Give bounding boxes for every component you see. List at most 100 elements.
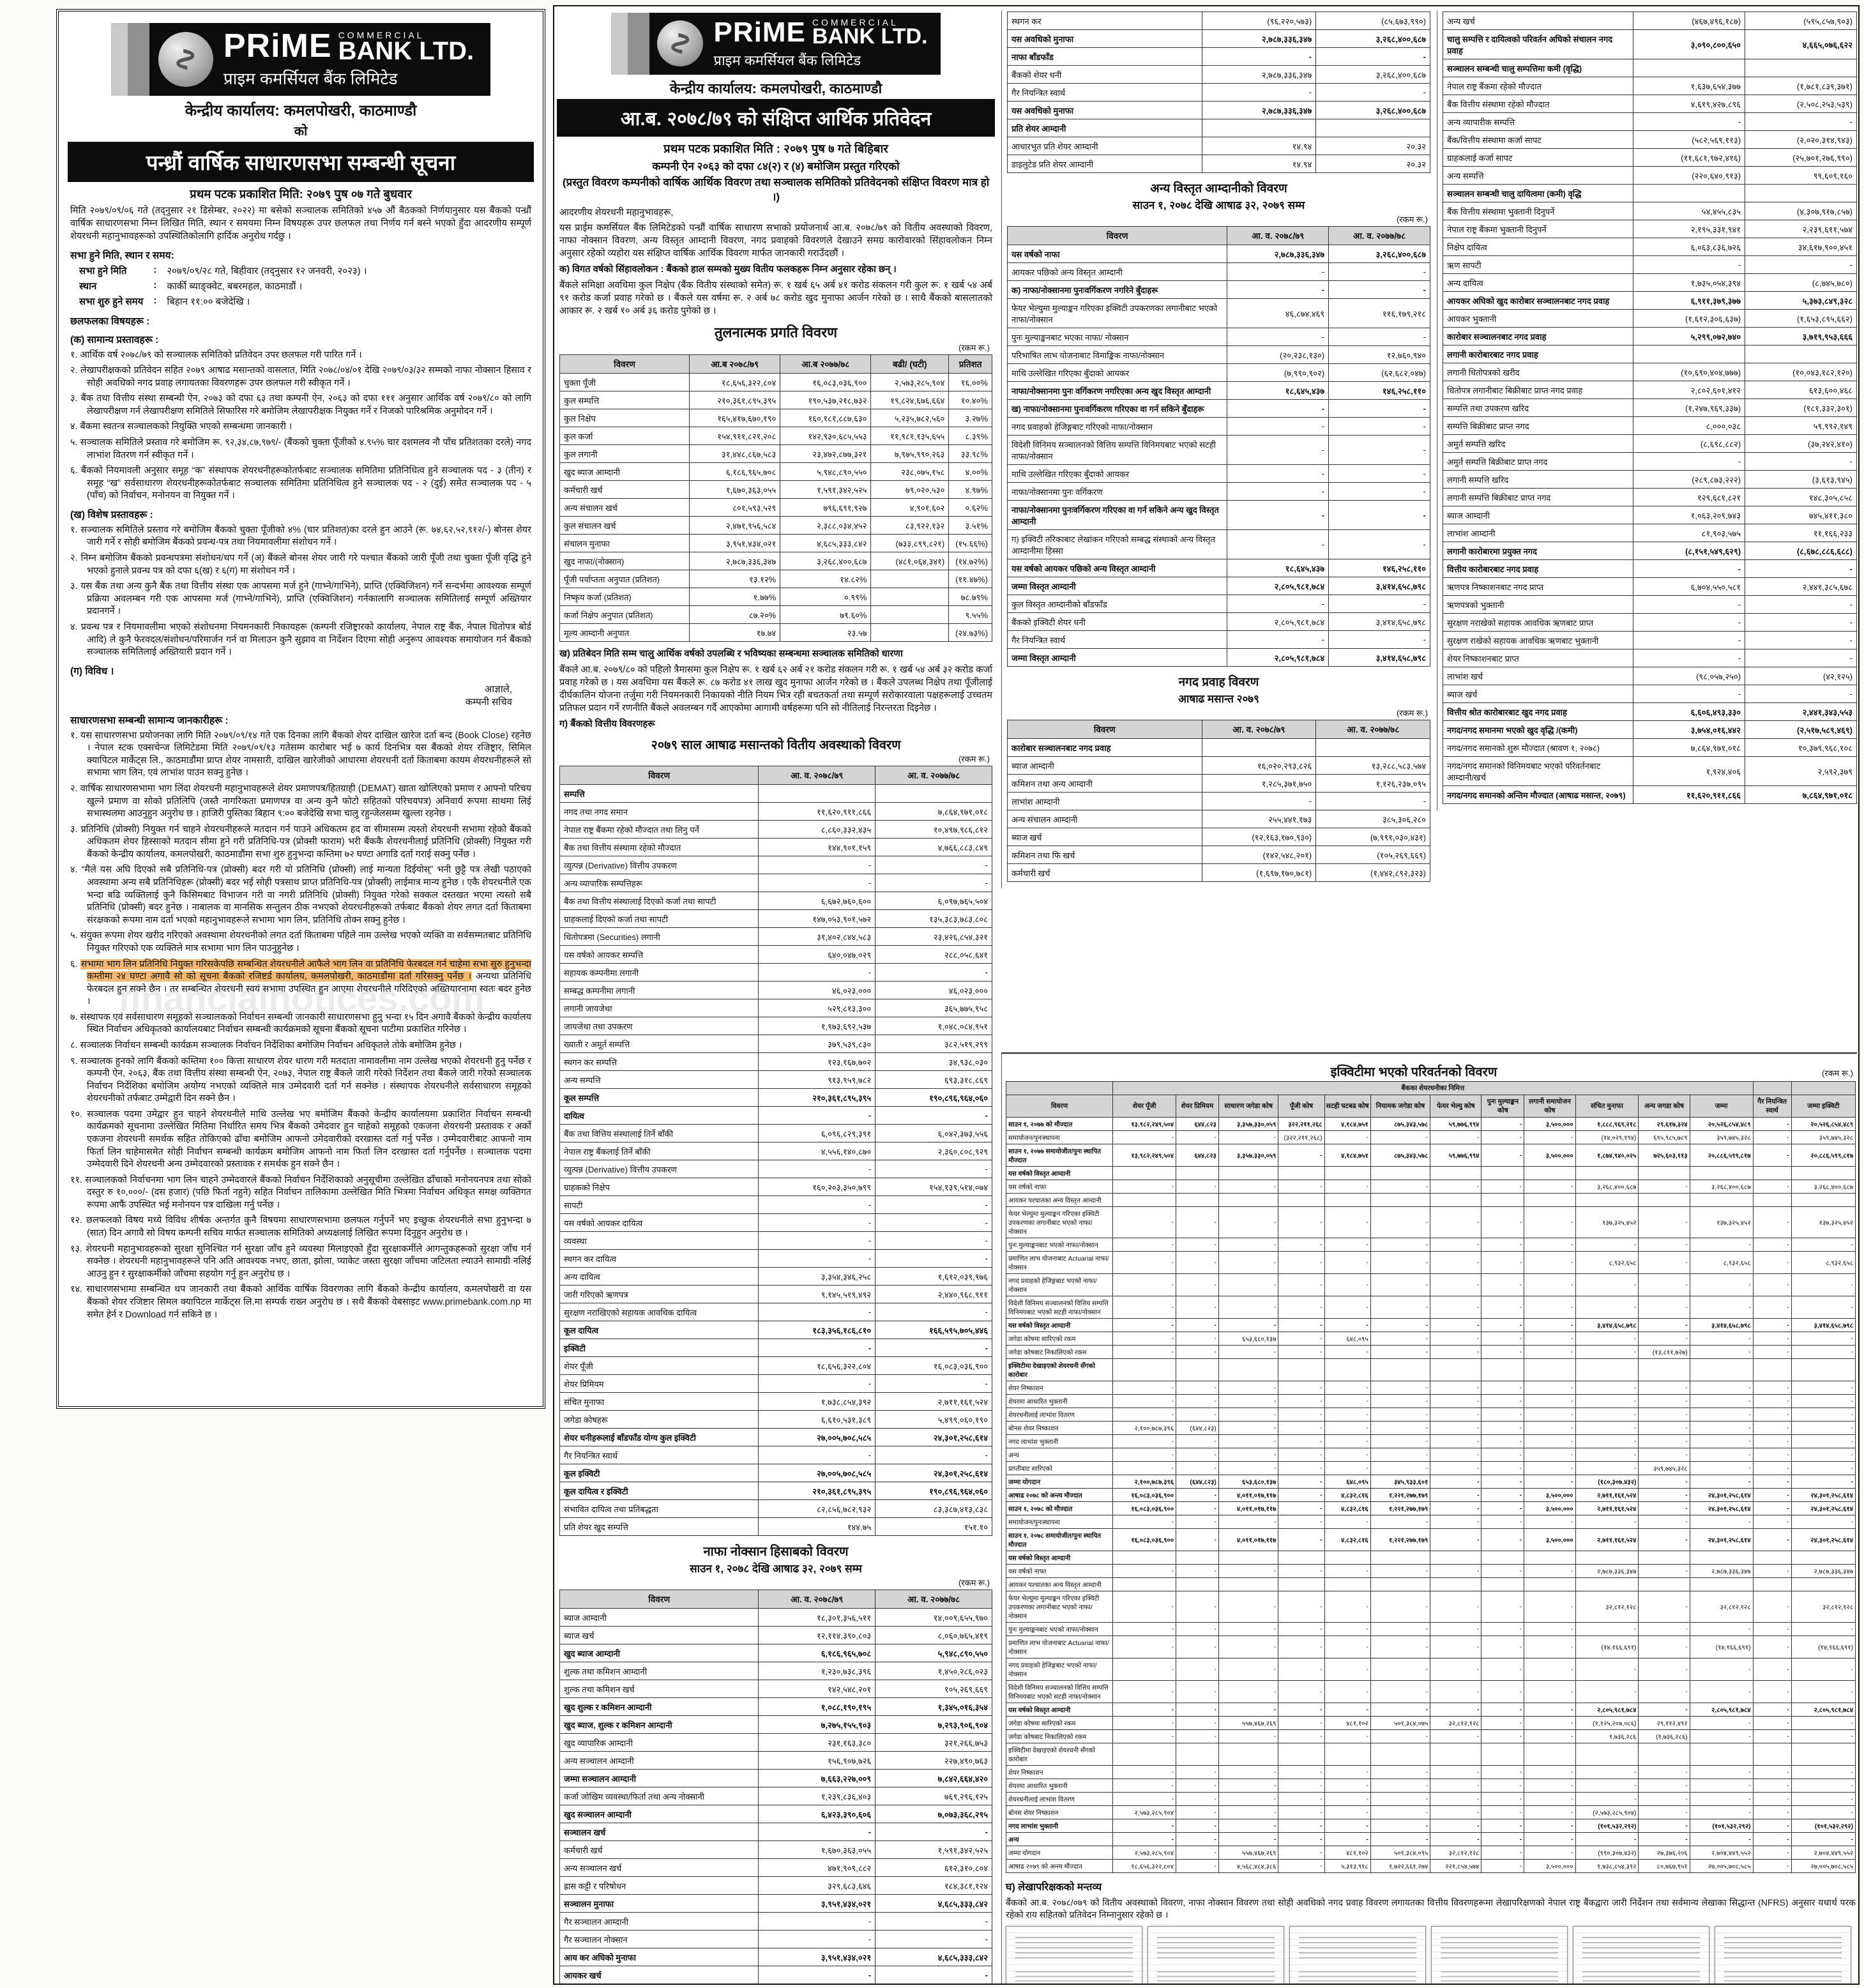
table-row: कुल विस्तृत आम्दानीको बाँडफाँड - - — [1006, 595, 1430, 613]
table-cell: १४४.७५ — [758, 1517, 876, 1537]
table-cell: - — [1633, 613, 1746, 632]
agenda-heading: छलफलका विषयहरू : — [70, 315, 150, 327]
table-cell: (२४.७३%) — [948, 623, 992, 642]
table-cell: यस वर्षको नाफा — [1006, 245, 1228, 263]
table-cell: ६,४२३,३९०,६०६ — [758, 1805, 876, 1824]
table-cell: - — [1278, 1461, 1325, 1475]
list-item: ४. “मैले यस अघि दिएको सबै प्रतिनिधि-पत्र… — [70, 865, 531, 925]
table-cell: लगानी कारोबारमा प्रयुक्त नगद — [1442, 542, 1634, 560]
table-cell: २७,००५,७०८,५८५ — [1689, 1859, 1754, 1873]
list-item: ११. सञ्चालकको निर्वाचनमा भाग लिन चाहने उ… — [70, 1174, 531, 1210]
table-cell: - — [1524, 1180, 1576, 1194]
table-cell: २,७८७,३३६,३४७ — [689, 552, 781, 571]
table-cell: - — [1430, 1130, 1482, 1144]
table-cell: २९,११२,४९२ — [1638, 1716, 1690, 1730]
table-cell: २२१,८५४,५७४ — [1430, 1859, 1482, 1873]
table-cell: (१,४४२,८९२,३२३) — [1315, 863, 1430, 882]
general-info-heading: साधारणसभा सम्बन्धी सामान्य जानकारीहरू : — [70, 715, 229, 726]
table-row: अन्य सञ्चालन आम्दानी १५६,९०७,७२६ २२७,४९०,७… — [559, 1751, 992, 1770]
table-cell: - — [1481, 1381, 1525, 1395]
table-cell: - — [1745, 613, 1857, 632]
table-cell — [1218, 1166, 1279, 1180]
table-row: व्युत्पन्न (Derivative) वित्तीय उपकरण - - — [559, 856, 992, 875]
oci-subtitle: साउन १, २०७८ देखि आषाढ ३२, २०७९ सम्म — [1132, 199, 1305, 211]
table-cell: व्युत्पन्न (Derivative) वित्तीय उपकरण — [559, 856, 759, 875]
table-cell: ३,७५४,०१६,४४२ — [1633, 720, 1746, 739]
table-cell: १३.१२% — [689, 570, 781, 589]
table-cell: २४,३०१,२५८,६१४ — [1689, 1488, 1754, 1502]
table-cell: अन्य व्यापारिक सम्पत्तिहरू — [559, 874, 759, 893]
table-cell: १२९,६८१,८२१ — [1633, 488, 1746, 506]
table-cell: - — [1430, 1408, 1482, 1422]
table-cell: - — [1227, 417, 1330, 436]
table-row: शेयर पूँजी १८,६५६,३२२,८०४ १६,०८३,०३६,९०० — [559, 1356, 992, 1376]
table-cell: - — [1278, 1251, 1325, 1274]
table-cell: पुनः मुल्याङ्कनबाट भएका नाफा/ नोक्सान — [1006, 328, 1228, 346]
table-cell: २७,००५,७०८,५८५ — [1791, 1859, 1856, 1873]
table-cell: - — [1752, 1805, 1792, 1819]
table-cell: शेयर धनीहरूलाई बाँडफाँड योग्य कुल इक्विट… — [559, 1428, 759, 1447]
table-row: सम्पत्ति तथा उपकरण खरिद (१,२४७,९६९,३३७) (१… — [1442, 398, 1857, 417]
table-cell: साउन १, २०७८ को मौज्दात — [1005, 1501, 1114, 1515]
table-cell: ३१,४०२,८४४,५८३ — [758, 927, 876, 946]
table-cell — [1324, 1166, 1371, 1180]
list-item: १०. सञ्चालक पदमा उमेद्वार हुन चाहने शेयर… — [70, 1109, 531, 1170]
table-cell: - — [1218, 1635, 1279, 1658]
table-cell: २,५७३,२८५,९०४ — [1112, 1846, 1176, 1860]
table-row: शेयरमा आधारित भुक्तानी - - - - - - - - - - - - - - — [1005, 1779, 1856, 1793]
table-cell: (८,६९८,८८२) — [1633, 434, 1746, 453]
table-cell — [1633, 345, 1746, 363]
table-cell: - — [1176, 1238, 1219, 1252]
table-cell: - — [1324, 1792, 1371, 1806]
table-cell: - — [1638, 1501, 1690, 1515]
table-cell — [1430, 1551, 1482, 1565]
table-cell: कुल विस्तृत आम्दानीको बाँडफाँड — [1006, 595, 1228, 613]
table-cell: - — [1324, 1779, 1371, 1793]
table-row: आयकर पश्चातका अन्य विस्तृत आम्दानी — [1005, 1193, 1856, 1207]
table-cell: - — [758, 1823, 876, 1842]
table-cell: १४२,९३०,६८५,५५३ — [780, 427, 872, 446]
table-cell — [1278, 1743, 1325, 1766]
table-cell: १५६,९०७,७२६ — [758, 1751, 876, 1770]
table-cell: ५,४९९,०६०,१९० — [875, 1410, 992, 1429]
table-cell: - — [1324, 1635, 1371, 1658]
table-cell: - — [1481, 1180, 1525, 1194]
table-cell: साउन १, २०७७ समायोजीत/पुनः स्थापित मौज्द… — [1005, 1144, 1114, 1167]
table-row: कुल सम्पत्ति २१०,३६१,८९५,३९५ १९०,५३७,२१८,७… — [559, 391, 992, 410]
table-cell: - — [1278, 1332, 1325, 1346]
table-row: बोनस शेयर निष्काशन २,१००,७८७,३९६ (६४४,८२३)… — [1005, 1421, 1856, 1435]
table-cell: इक्विटी — [559, 1339, 759, 1358]
table-cell: - — [1278, 1680, 1325, 1703]
table-cell: - — [1176, 1501, 1219, 1515]
table-cell: १६,०८३,०३६,९०० — [1112, 1488, 1176, 1502]
table-row: कूल दायित्व १८३,३५६,१८६,८१० १६६,५९५,७०५,४४… — [559, 1321, 992, 1340]
table-cell: - — [1481, 1394, 1525, 1408]
table-cell: ६,०९७,७६५,५०४ — [875, 892, 992, 911]
table-cell: शेयर प्रिमियम — [559, 1374, 759, 1393]
table-row: ख) नाफा/नोक्सानमा पुनःवर्गिकरण गरिएका वा… — [1006, 399, 1430, 418]
table-cell: ३,२६८,४००,६८७ — [1315, 65, 1430, 84]
table-cell: (९९०,३०७,४३२) — [1575, 1846, 1639, 1860]
table-cell: - — [1752, 1408, 1792, 1422]
table-cell: ३,५००,००० — [1524, 1859, 1576, 1873]
table-cell — [1278, 1166, 1325, 1180]
table-cell — [870, 623, 950, 642]
table-cell: (१५.६६%) — [948, 534, 992, 553]
table-cell: (४८१,०६४,३४१) — [870, 552, 950, 571]
table-cell: - — [1176, 1296, 1219, 1319]
table-cell — [1575, 1166, 1639, 1180]
table-cell: डाइलुटेड प्रति शेयर आम्दानी — [1007, 155, 1202, 173]
table-cell: - — [1689, 1792, 1754, 1806]
table-cell: - — [1430, 1381, 1482, 1395]
table-cell: (८,१५१,५४९,६२९) — [1633, 542, 1746, 560]
table-cell: - — [1689, 1680, 1754, 1703]
table-cell: शुल्क तथा कमिशन आम्दानी — [559, 1662, 759, 1681]
table-cell: लगानी जायजेथा — [559, 999, 759, 1018]
table-row: खुद ब्याज, शुल्क र कमिशन आम्दानी ७,२७५,१५… — [559, 1715, 992, 1734]
list-item: ७. संस्थापक एवं सर्वसाधारण समूहको सञ्चाल… — [70, 1012, 531, 1035]
table-cell: २,८०२,६०१,४१२ — [1633, 381, 1746, 399]
table-cell: २०.३२ — [1315, 155, 1430, 173]
table-cell — [1575, 1551, 1639, 1565]
table-row: खुद सञ्चालन आम्दानी ६,४२३,३९०,६०६ ७,०७३,३६… — [559, 1805, 992, 1824]
table-cell: चुक्ता पूँजी — [559, 373, 690, 392]
